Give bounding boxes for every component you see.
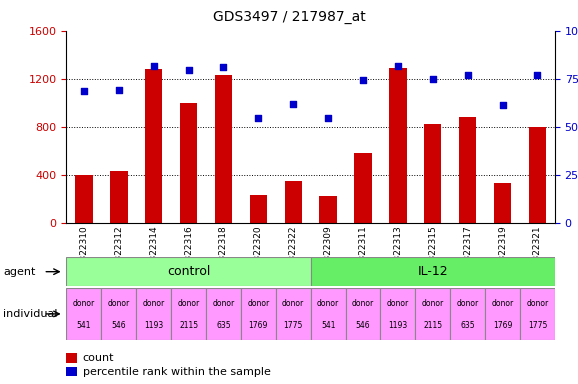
- Text: 1775: 1775: [528, 321, 547, 330]
- Text: 541: 541: [77, 321, 91, 330]
- Bar: [66, 288, 101, 340]
- Bar: [284, 181, 302, 223]
- Text: donor: donor: [177, 299, 199, 308]
- Text: donor: donor: [212, 299, 235, 308]
- Bar: [529, 127, 546, 223]
- Bar: [180, 103, 197, 223]
- Text: IL-12: IL-12: [417, 265, 448, 278]
- Text: donor: donor: [352, 299, 374, 308]
- Bar: [241, 288, 276, 340]
- Point: [149, 63, 158, 69]
- Bar: [380, 288, 416, 340]
- Point: [79, 88, 88, 94]
- Bar: [101, 288, 136, 340]
- Text: donor: donor: [143, 299, 165, 308]
- Bar: [416, 288, 450, 340]
- Bar: [346, 288, 380, 340]
- Text: 635: 635: [216, 321, 231, 330]
- Bar: [66, 257, 311, 286]
- Point: [184, 67, 193, 73]
- Bar: [171, 288, 206, 340]
- Bar: [66, 367, 77, 376]
- Bar: [215, 75, 232, 223]
- Bar: [75, 175, 92, 223]
- Bar: [145, 69, 162, 223]
- Point: [254, 115, 263, 121]
- Text: donor: donor: [491, 299, 514, 308]
- Bar: [66, 353, 77, 363]
- Text: GDS3497 / 217987_at: GDS3497 / 217987_at: [213, 10, 365, 23]
- Text: 1769: 1769: [493, 321, 512, 330]
- Point: [288, 101, 298, 107]
- Bar: [136, 288, 171, 340]
- Bar: [450, 288, 485, 340]
- Point: [533, 72, 542, 78]
- Text: donor: donor: [387, 299, 409, 308]
- Point: [114, 86, 124, 93]
- Text: 635: 635: [460, 321, 475, 330]
- Point: [324, 115, 333, 121]
- Text: control: control: [167, 265, 210, 278]
- Bar: [110, 171, 128, 223]
- Bar: [424, 124, 442, 223]
- Bar: [276, 288, 311, 340]
- Bar: [389, 68, 406, 223]
- Text: donor: donor: [108, 299, 130, 308]
- Text: 546: 546: [112, 321, 126, 330]
- Text: 1193: 1193: [388, 321, 407, 330]
- Text: count: count: [83, 353, 114, 363]
- Bar: [311, 257, 555, 286]
- Bar: [206, 288, 241, 340]
- Bar: [520, 288, 555, 340]
- Bar: [485, 288, 520, 340]
- Point: [393, 63, 402, 69]
- Text: donor: donor: [247, 299, 269, 308]
- Text: donor: donor: [422, 299, 444, 308]
- Text: donor: donor: [282, 299, 305, 308]
- Point: [498, 102, 507, 108]
- Point: [358, 77, 368, 83]
- Point: [219, 64, 228, 70]
- Text: 1193: 1193: [144, 321, 164, 330]
- Bar: [354, 153, 372, 223]
- Text: donor: donor: [457, 299, 479, 308]
- Point: [428, 76, 438, 82]
- Bar: [311, 288, 346, 340]
- Text: 541: 541: [321, 321, 335, 330]
- Point: [463, 72, 472, 78]
- Text: 2115: 2115: [423, 321, 442, 330]
- Text: 2115: 2115: [179, 321, 198, 330]
- Text: 546: 546: [355, 321, 370, 330]
- Text: 1769: 1769: [249, 321, 268, 330]
- Text: agent: agent: [3, 266, 35, 277]
- Bar: [494, 183, 512, 223]
- Bar: [320, 196, 337, 223]
- Bar: [459, 117, 476, 223]
- Bar: [250, 195, 267, 223]
- Text: 1775: 1775: [284, 321, 303, 330]
- Text: donor: donor: [527, 299, 549, 308]
- Text: percentile rank within the sample: percentile rank within the sample: [83, 366, 271, 377]
- Text: individual: individual: [3, 309, 57, 319]
- Text: donor: donor: [73, 299, 95, 308]
- Text: donor: donor: [317, 299, 339, 308]
